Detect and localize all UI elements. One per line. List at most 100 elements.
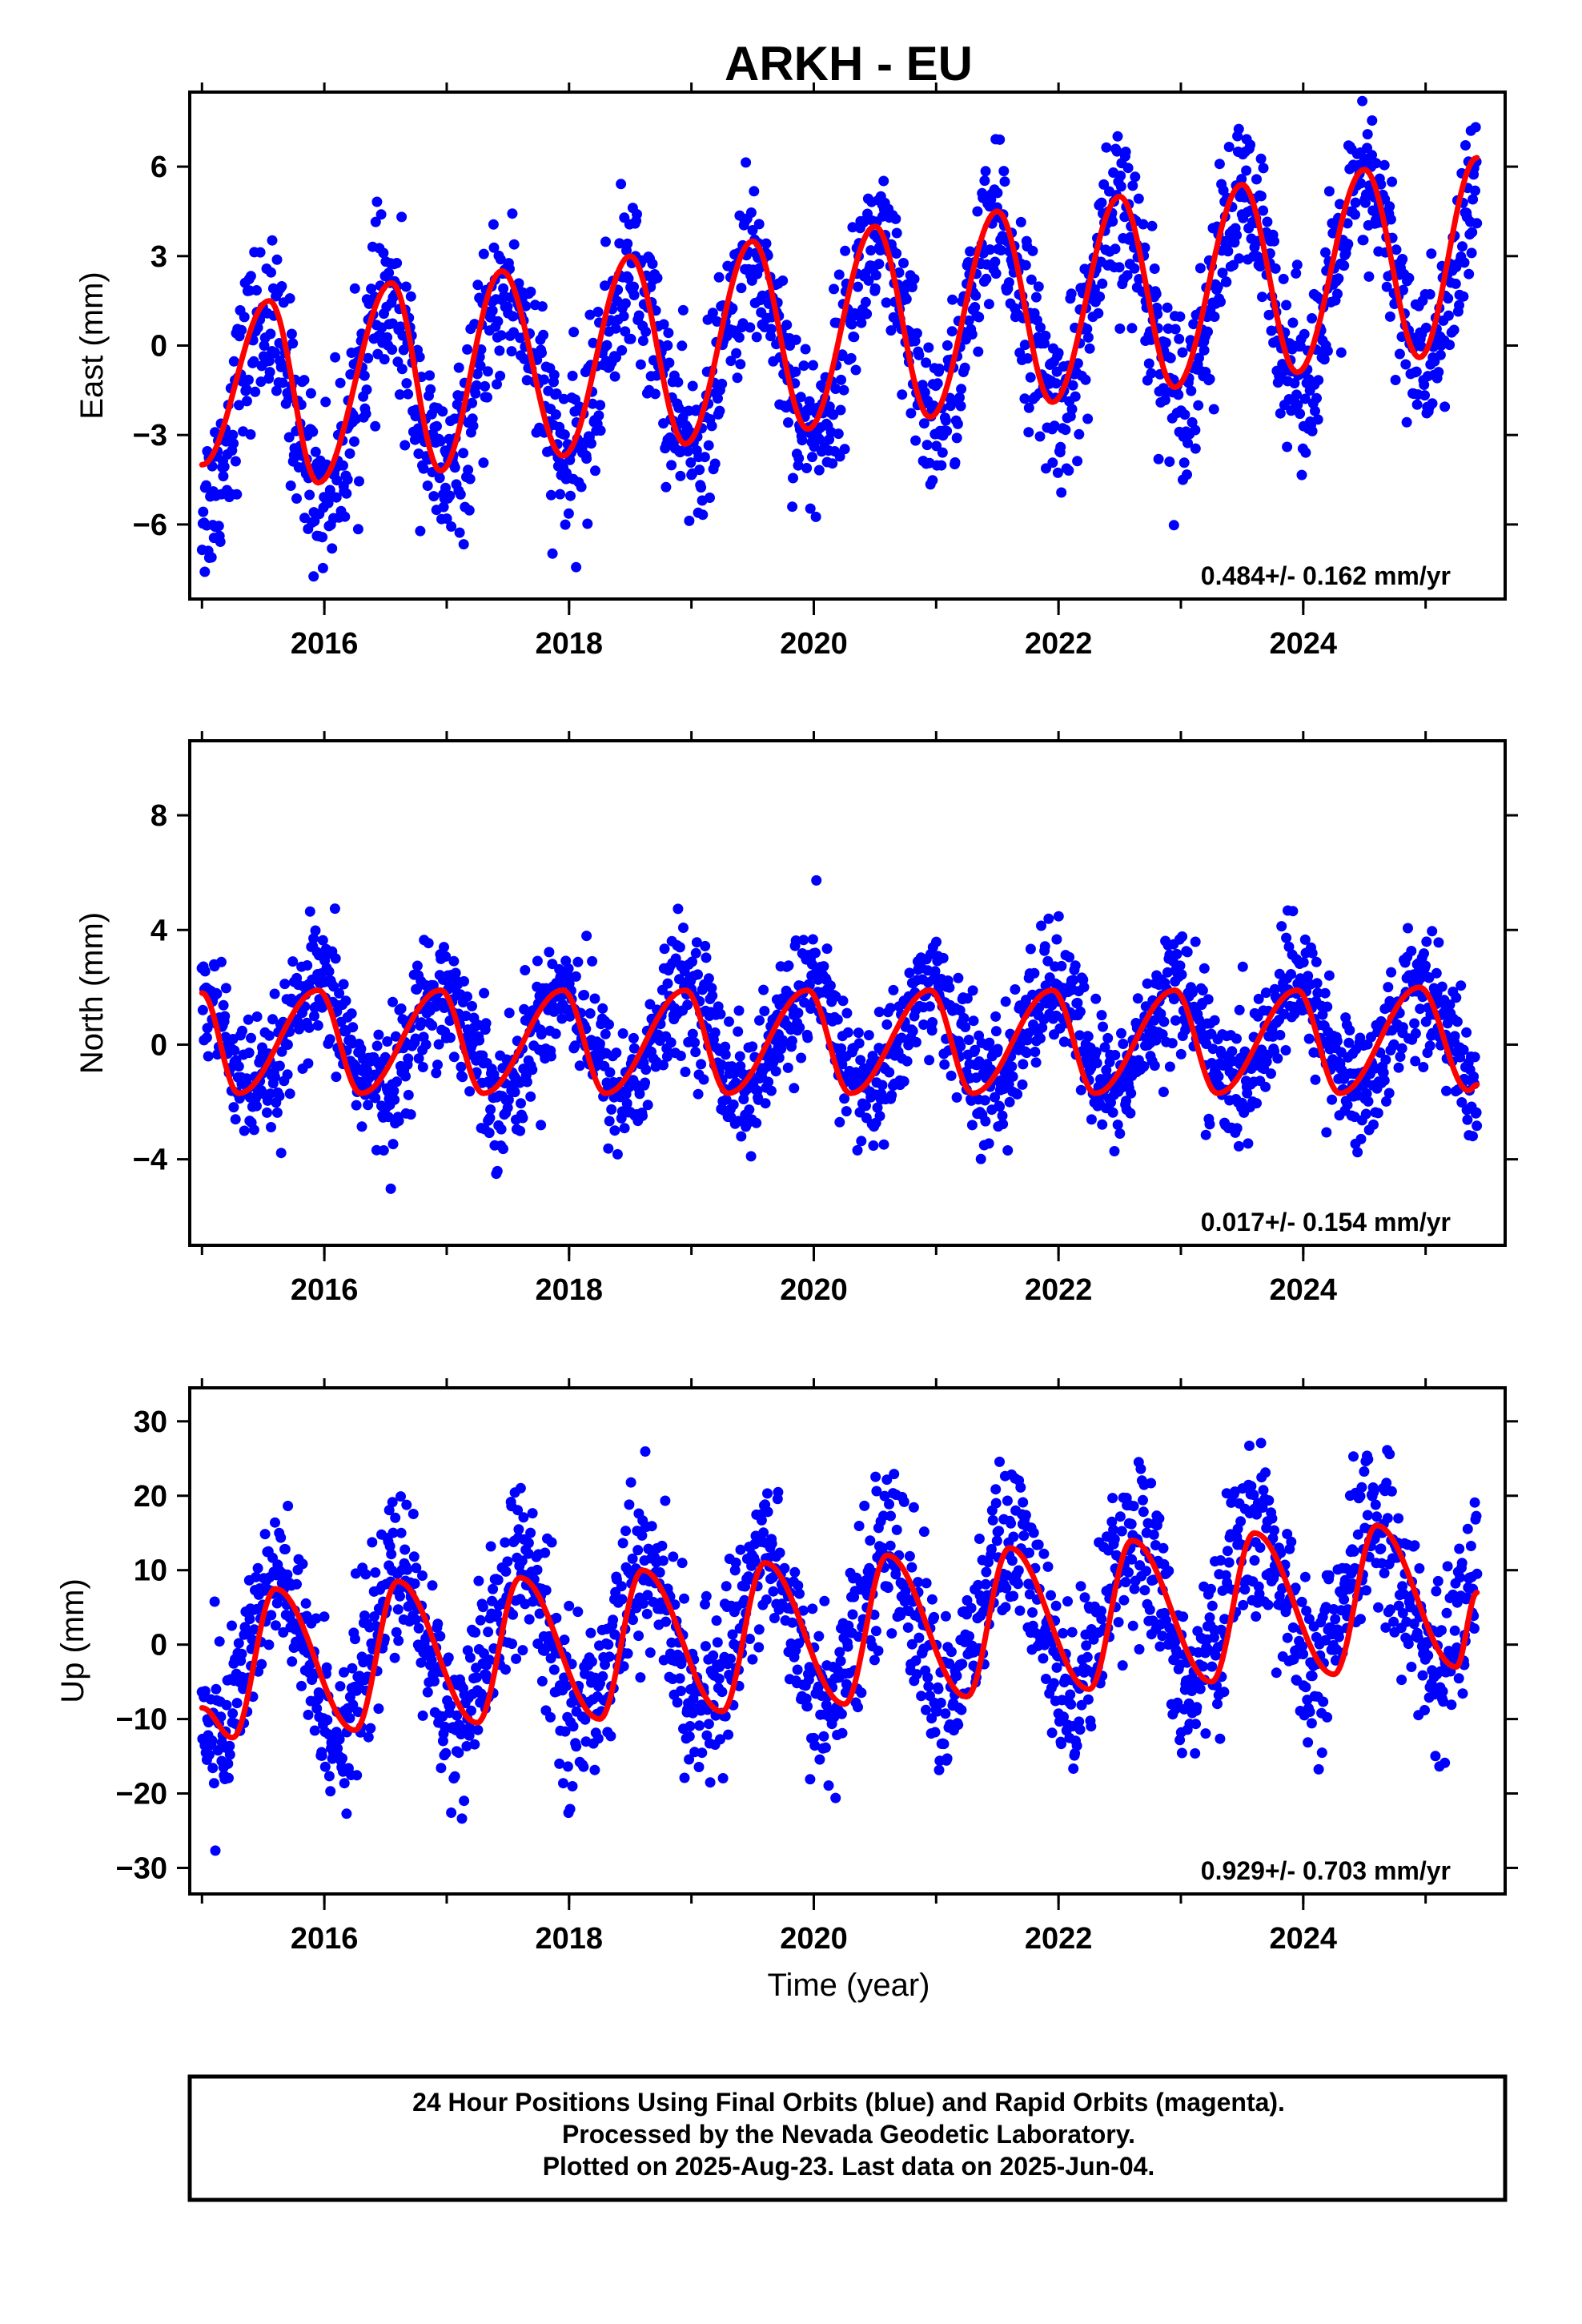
- data-point: [953, 972, 964, 983]
- data-point: [478, 457, 489, 468]
- data-point: [1099, 1042, 1110, 1053]
- data-point: [224, 1749, 235, 1760]
- data-point: [1188, 319, 1199, 330]
- data-point: [1360, 1108, 1371, 1120]
- data-point: [509, 1087, 520, 1098]
- data-point: [574, 1060, 585, 1072]
- data-point: [202, 1023, 213, 1034]
- data-point: [635, 1672, 646, 1683]
- data-point: [449, 1771, 460, 1782]
- data-point: [617, 1028, 628, 1039]
- data-point: [317, 532, 328, 543]
- data-point: [1030, 292, 1042, 303]
- data-point: [840, 245, 851, 256]
- data-point: [625, 1477, 636, 1488]
- data-point: [199, 966, 211, 977]
- data-point: [213, 521, 224, 532]
- x-tick-label: 2016: [291, 627, 359, 661]
- data-point: [1367, 115, 1378, 126]
- data-point: [282, 1569, 293, 1580]
- data-point: [363, 1731, 374, 1743]
- data-point: [400, 1544, 411, 1555]
- data-point: [1243, 1138, 1254, 1149]
- data-point: [636, 1530, 648, 1541]
- data-point: [1307, 313, 1318, 324]
- data-point: [572, 956, 584, 967]
- data-point: [682, 446, 693, 456]
- data-point: [1101, 142, 1112, 153]
- data-point: [373, 1703, 384, 1715]
- data-point: [693, 1762, 705, 1772]
- data-point: [1114, 262, 1125, 273]
- data-point: [811, 875, 822, 886]
- data-point: [587, 955, 598, 967]
- data-point: [749, 186, 760, 197]
- data-point: [199, 566, 211, 577]
- data-point: [1122, 270, 1133, 281]
- data-point: [278, 360, 288, 371]
- data-point: [745, 1151, 757, 1162]
- data-point: [550, 1028, 561, 1039]
- data-point: [995, 245, 1006, 255]
- data-point: [609, 371, 620, 382]
- data-point: [1456, 980, 1467, 991]
- data-point: [208, 1778, 219, 1789]
- data-point: [1378, 1067, 1389, 1078]
- data-point: [282, 1039, 293, 1050]
- data-point: [878, 175, 889, 187]
- data-point: [863, 275, 874, 286]
- data-point: [818, 961, 829, 972]
- data-point: [1311, 392, 1322, 404]
- data-point: [248, 356, 259, 367]
- data-point: [1260, 987, 1271, 999]
- data-point: [909, 273, 920, 284]
- data-point: [316, 1002, 327, 1013]
- data-point: [506, 346, 517, 357]
- data-point: [263, 1030, 275, 1041]
- data-point: [620, 298, 631, 309]
- data-point: [297, 1558, 308, 1570]
- data-point: [379, 354, 390, 365]
- data-point: [1186, 987, 1198, 998]
- data-point: [952, 418, 963, 429]
- data-point: [685, 1721, 696, 1731]
- y-tick-label: 6: [151, 151, 167, 184]
- data-point: [1371, 158, 1382, 169]
- data-point: [644, 999, 656, 1010]
- data-point: [556, 1013, 568, 1024]
- data-point: [403, 1089, 414, 1100]
- data-point: [464, 1652, 476, 1663]
- data-point: [472, 1724, 484, 1735]
- data-point: [1317, 1009, 1328, 1020]
- data-point: [705, 493, 715, 503]
- data-point: [429, 1675, 440, 1687]
- data-point: [1023, 427, 1034, 438]
- data-point: [763, 1076, 774, 1088]
- data-point: [396, 1491, 406, 1502]
- data-point: [837, 1059, 848, 1070]
- data-point: [1358, 235, 1369, 246]
- data-point: [773, 1052, 785, 1063]
- data-point: [913, 349, 925, 360]
- data-point: [956, 384, 967, 395]
- data-point: [492, 379, 502, 390]
- data-point: [926, 1594, 938, 1605]
- data-point: [237, 1025, 247, 1036]
- data-point: [440, 482, 451, 493]
- data-point: [1375, 179, 1387, 190]
- data-point: [701, 1590, 712, 1602]
- data-point: [682, 999, 693, 1011]
- data-point: [1472, 1120, 1483, 1132]
- data-point: [402, 1564, 413, 1575]
- data-point: [1283, 941, 1295, 952]
- data-point: [1132, 993, 1143, 1004]
- data-point: [836, 374, 846, 385]
- data-point: [1053, 911, 1064, 922]
- data-point: [1467, 227, 1478, 238]
- data-point: [1025, 943, 1036, 955]
- data-point: [1298, 957, 1309, 968]
- data-point: [672, 1697, 683, 1708]
- data-point: [1469, 1051, 1480, 1063]
- data-point: [390, 1031, 401, 1042]
- data-point: [1078, 982, 1090, 993]
